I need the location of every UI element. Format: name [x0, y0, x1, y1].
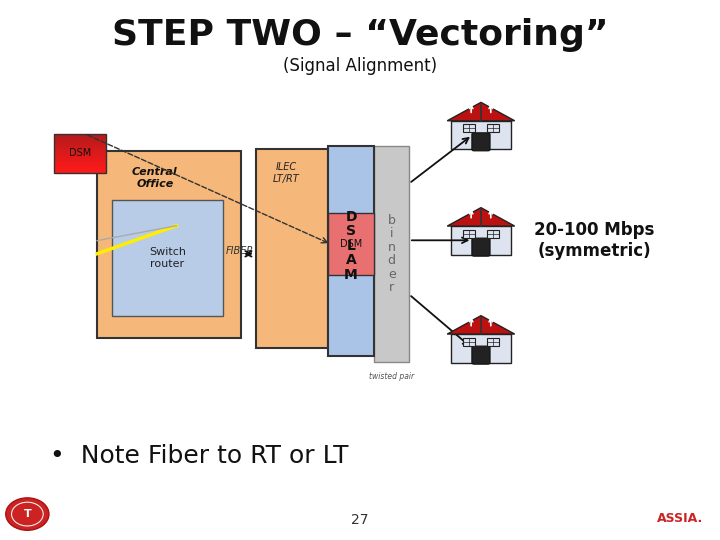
Polygon shape — [447, 103, 515, 121]
Bar — [54, 134, 106, 136]
Bar — [54, 147, 106, 150]
Text: •  Note Fiber to RT or LT: • Note Fiber to RT or LT — [50, 444, 349, 468]
Text: DSM: DSM — [69, 148, 91, 158]
Bar — [54, 169, 106, 171]
Bar — [451, 121, 511, 149]
Bar — [463, 338, 475, 346]
Polygon shape — [447, 208, 515, 226]
Polygon shape — [447, 316, 515, 334]
Bar — [54, 141, 106, 144]
Bar — [54, 151, 106, 153]
Bar — [97, 151, 241, 338]
Bar — [54, 153, 106, 156]
Text: D
S
L
A
M: D S L A M — [344, 210, 358, 282]
Bar — [54, 165, 106, 167]
Text: (Signal Alignment): (Signal Alignment) — [283, 57, 437, 75]
Bar — [328, 146, 374, 356]
FancyBboxPatch shape — [472, 346, 490, 364]
Bar — [54, 167, 106, 169]
Text: STEP TWO – “Vectoring”: STEP TWO – “Vectoring” — [112, 18, 608, 52]
Text: 27: 27 — [351, 512, 369, 526]
Bar — [463, 124, 475, 132]
Bar — [112, 200, 223, 316]
Bar — [374, 146, 409, 362]
Bar — [487, 124, 499, 132]
Bar — [54, 156, 106, 157]
Text: ASSIA.: ASSIA. — [657, 512, 703, 525]
FancyBboxPatch shape — [472, 238, 490, 256]
Bar — [451, 334, 511, 362]
Text: Switch
router: Switch router — [149, 247, 186, 269]
Bar — [54, 171, 106, 173]
Bar — [54, 150, 106, 151]
Bar — [54, 140, 106, 141]
Bar — [54, 134, 106, 173]
Bar — [487, 338, 499, 346]
Text: FIBER: FIBER — [225, 246, 254, 256]
Bar — [328, 213, 374, 275]
Text: 20-100 Mbps
(symmetric): 20-100 Mbps (symmetric) — [534, 221, 654, 260]
Bar — [451, 226, 511, 254]
Bar — [54, 146, 106, 147]
Bar — [256, 148, 328, 348]
Bar — [463, 230, 475, 238]
Circle shape — [6, 498, 49, 530]
Bar — [54, 138, 106, 140]
Bar — [54, 163, 106, 165]
Text: b
i
n
d
e
r: b i n d e r — [387, 213, 396, 294]
Text: ILEC
LT/RT: ILEC LT/RT — [272, 162, 300, 184]
Bar — [487, 230, 499, 238]
FancyBboxPatch shape — [472, 133, 490, 151]
Text: T: T — [24, 509, 31, 519]
Text: Central
Office: Central Office — [132, 167, 178, 189]
Bar — [54, 159, 106, 161]
Bar — [54, 161, 106, 163]
Text: twisted pair: twisted pair — [369, 372, 414, 381]
Bar — [54, 144, 106, 146]
Bar — [54, 157, 106, 159]
Text: DSM: DSM — [340, 239, 362, 249]
Bar — [54, 136, 106, 138]
